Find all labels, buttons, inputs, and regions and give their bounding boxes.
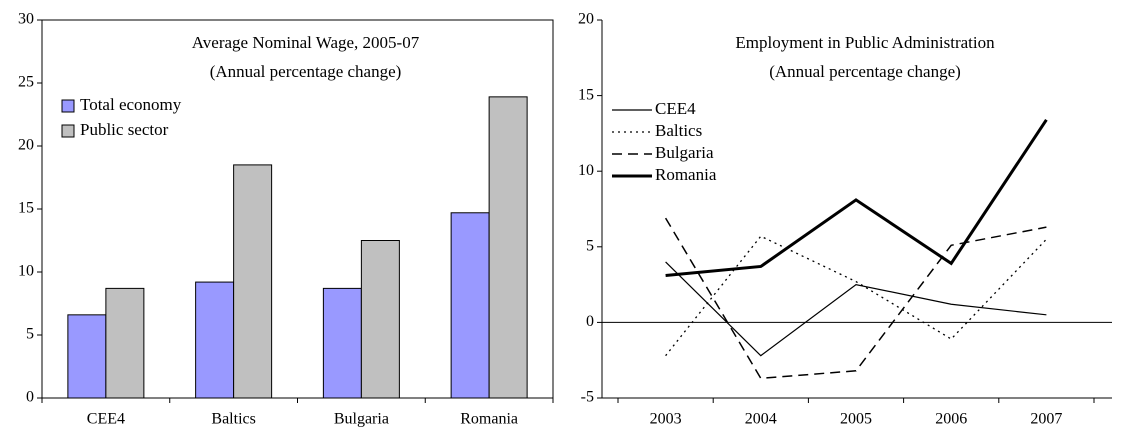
x-tick-label: Romania bbox=[460, 411, 518, 428]
bar bbox=[195, 281, 235, 399]
line-series bbox=[665, 235, 1047, 357]
y-tick-label: 15 bbox=[18, 200, 34, 217]
legend-label: CEE4 bbox=[655, 99, 696, 118]
chart-subtitle: (Annual percentage change) bbox=[769, 62, 961, 81]
bar bbox=[488, 96, 528, 399]
bar bbox=[360, 240, 400, 399]
line-series bbox=[664, 217, 1047, 380]
y-tick-label: 5 bbox=[586, 237, 594, 254]
y-tick-label: 20 bbox=[578, 11, 594, 28]
x-tick-label: 2004 bbox=[745, 411, 777, 428]
line-series bbox=[665, 261, 1047, 357]
bar bbox=[67, 314, 107, 399]
chart-title: Employment in Public Administration bbox=[735, 33, 995, 52]
legend-swatch bbox=[61, 99, 75, 113]
chart-subtitle: (Annual percentage change) bbox=[210, 62, 402, 81]
y-tick-label: 0 bbox=[26, 389, 34, 406]
x-tick-label: 2007 bbox=[1030, 411, 1062, 428]
bar bbox=[105, 287, 145, 399]
legend-label: Baltics bbox=[655, 121, 702, 140]
line-series bbox=[665, 118, 1048, 278]
y-tick-label: 15 bbox=[578, 86, 594, 103]
y-tick-label: 0 bbox=[586, 313, 594, 330]
y-tick-label: 10 bbox=[18, 263, 34, 280]
legend-label: Public sector bbox=[80, 120, 169, 139]
x-tick-label: CEE4 bbox=[87, 411, 125, 428]
x-tick-label: 2006 bbox=[935, 411, 967, 428]
legend-label: Romania bbox=[655, 165, 717, 184]
y-tick-label: 20 bbox=[18, 137, 34, 154]
y-tick-label: -5 bbox=[581, 389, 594, 406]
x-tick-label: 2003 bbox=[650, 411, 682, 428]
bar bbox=[233, 164, 273, 399]
chart-title: Average Nominal Wage, 2005-07 bbox=[192, 33, 420, 52]
y-tick-label: 10 bbox=[578, 162, 594, 179]
y-tick-label: 30 bbox=[18, 11, 34, 28]
bar bbox=[322, 287, 362, 399]
legend-swatch bbox=[61, 124, 75, 138]
legend-label: Bulgaria bbox=[655, 143, 714, 162]
x-tick-label: 2005 bbox=[840, 411, 872, 428]
x-tick-label: Baltics bbox=[211, 411, 255, 428]
x-tick-label: Bulgaria bbox=[334, 411, 389, 428]
y-tick-label: 25 bbox=[18, 74, 34, 91]
y-tick-label: 5 bbox=[26, 326, 34, 343]
bar bbox=[450, 212, 490, 399]
legend-label: Total economy bbox=[80, 95, 182, 114]
